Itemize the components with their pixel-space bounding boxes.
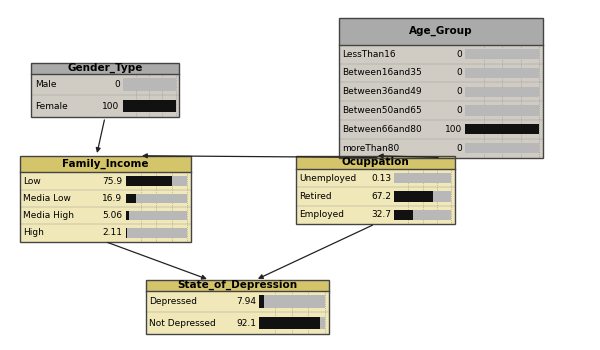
Bar — [466, 86, 539, 97]
Bar — [339, 18, 543, 45]
Bar — [146, 280, 329, 334]
Bar — [466, 49, 539, 60]
Text: LessThan16: LessThan16 — [343, 50, 396, 59]
Bar — [259, 295, 325, 308]
Bar — [146, 290, 329, 334]
Text: 100: 100 — [103, 102, 119, 111]
Bar — [122, 78, 176, 91]
Text: 0: 0 — [457, 144, 463, 153]
Text: Not Depressed: Not Depressed — [149, 319, 216, 328]
Bar — [466, 143, 539, 153]
Text: 0: 0 — [114, 80, 119, 89]
Bar — [394, 173, 451, 183]
Text: 0: 0 — [457, 87, 463, 96]
Bar — [125, 176, 172, 186]
Bar — [394, 191, 433, 202]
Text: 0.13: 0.13 — [371, 174, 391, 183]
Text: Depressed: Depressed — [149, 297, 197, 306]
Bar — [125, 194, 187, 203]
Text: Between50and65: Between50and65 — [343, 106, 422, 115]
Text: moreThan80: moreThan80 — [343, 144, 400, 153]
Bar — [466, 124, 539, 134]
Bar — [19, 156, 191, 242]
Bar — [122, 100, 176, 112]
Text: High: High — [23, 228, 44, 237]
Bar — [259, 317, 325, 329]
Bar — [339, 18, 543, 158]
Bar — [125, 176, 187, 186]
Bar — [31, 63, 179, 117]
Text: Ocuppation: Ocuppation — [341, 158, 409, 167]
Bar — [466, 124, 539, 134]
Bar — [466, 105, 539, 116]
Bar — [296, 156, 455, 224]
Bar — [296, 156, 455, 169]
Text: 0: 0 — [457, 106, 463, 115]
Text: Low: Low — [23, 177, 41, 186]
Bar — [394, 191, 451, 202]
Text: 32.7: 32.7 — [371, 210, 391, 219]
Text: 67.2: 67.2 — [371, 192, 391, 201]
Text: State_of_Depression: State_of_Depression — [177, 280, 297, 290]
Bar — [19, 173, 191, 242]
Bar — [31, 74, 179, 117]
Bar — [125, 194, 136, 203]
Bar — [19, 156, 191, 173]
Text: 0: 0 — [457, 69, 463, 77]
Bar — [125, 211, 187, 220]
Text: Employed: Employed — [299, 210, 344, 219]
Bar — [146, 280, 329, 290]
Text: 16.9: 16.9 — [103, 194, 122, 203]
Text: Between16and35: Between16and35 — [343, 69, 422, 77]
Text: 92.1: 92.1 — [236, 319, 256, 328]
Bar — [125, 228, 127, 238]
Bar — [125, 211, 128, 220]
Text: Unemployed: Unemployed — [299, 174, 356, 183]
Bar — [31, 63, 179, 74]
Text: Male: Male — [35, 80, 56, 89]
Text: 2.11: 2.11 — [103, 228, 122, 237]
Text: Retired: Retired — [299, 192, 332, 201]
Text: Between36and49: Between36and49 — [343, 87, 422, 96]
Bar — [259, 317, 320, 329]
Bar — [466, 68, 539, 78]
Text: Gender_Type: Gender_Type — [67, 63, 143, 74]
Text: 5.06: 5.06 — [103, 211, 122, 220]
Text: Age_Group: Age_Group — [409, 26, 473, 36]
Text: Female: Female — [35, 102, 68, 111]
Bar — [296, 169, 455, 224]
Text: Media High: Media High — [23, 211, 74, 220]
Bar — [394, 210, 451, 220]
Text: Family_Income: Family_Income — [62, 159, 148, 169]
Text: 7.94: 7.94 — [236, 297, 256, 306]
Bar — [259, 295, 264, 308]
Text: 0: 0 — [457, 50, 463, 59]
Text: 75.9: 75.9 — [103, 177, 122, 186]
Text: 100: 100 — [445, 125, 463, 134]
Text: Media Low: Media Low — [23, 194, 71, 203]
Bar — [125, 228, 187, 238]
Text: Between66and80: Between66and80 — [343, 125, 422, 134]
Bar — [122, 100, 176, 112]
Bar — [394, 210, 413, 220]
Bar — [339, 45, 543, 158]
